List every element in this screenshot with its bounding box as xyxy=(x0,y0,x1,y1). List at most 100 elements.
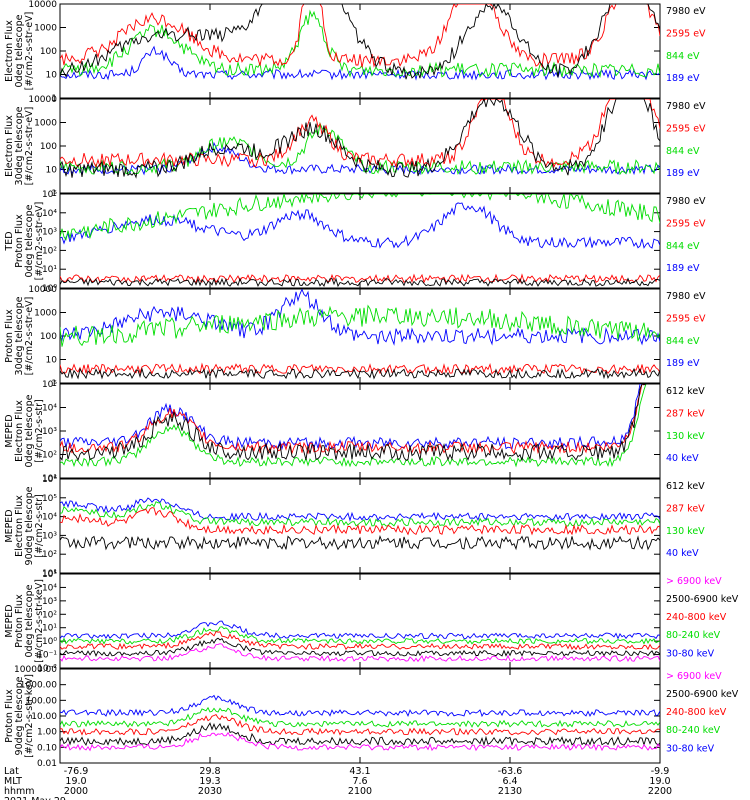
legend-entry: 287 keV xyxy=(666,503,705,514)
x-tick-label: 2030 xyxy=(198,786,222,797)
y-tick-label: 10 xyxy=(46,71,58,81)
y-axis-label: 0deg telescope xyxy=(24,204,35,277)
x-tick-label: 6.4 xyxy=(502,776,517,787)
y-tick-label: 10⁵ xyxy=(42,494,57,504)
y-tick-label: 10000 xyxy=(28,95,57,105)
panel-3: 10⁵ 10⁴ 10³ 10² 10¹ 10⁰ TED Proton Flux 0deg tel… xyxy=(4,190,706,294)
series-trace xyxy=(60,631,660,651)
legend-entry: 189 eV xyxy=(666,358,700,369)
y-axis-label: [#/cm2-s-str] xyxy=(34,494,45,557)
panel-6: 10⁶ 10⁵ 10⁴ 10³ 10² 10¹ MEPED Electron Flux 90de… xyxy=(4,475,705,579)
x-tick-label: 2100 xyxy=(348,786,372,797)
y-tick-label: 10⁵ xyxy=(42,380,57,390)
y-tick-label: 100 xyxy=(40,332,57,342)
y-tick-label: 10 xyxy=(46,356,58,366)
series-trace xyxy=(60,4,660,80)
y-tick-label: 10¹ xyxy=(42,569,57,579)
y-tick-label: 10¹ xyxy=(42,265,57,275)
series-trace xyxy=(60,4,660,69)
legend-entry: 2595 eV xyxy=(666,123,706,134)
legend-entry: 7980 eV xyxy=(666,291,706,302)
x-tick-label: 7.6 xyxy=(352,776,367,787)
y-axis-label: Proton Flux xyxy=(14,214,25,268)
y-tick-label: 100 xyxy=(40,142,57,152)
y-tick-label: 10⁻² xyxy=(37,664,57,674)
panel-4: 10000 1000 100 10 1 Proton Flux 30deg telescop… xyxy=(4,285,706,389)
y-axis-label: Proton Flux xyxy=(4,309,15,363)
y-axis-label: [#/cm2-s-str] xyxy=(34,399,45,462)
y-axis-label: Electron Flux xyxy=(14,400,25,462)
x-tick-label: -63.6 xyxy=(498,766,523,777)
y-tick-label: 0.01 xyxy=(37,759,57,769)
legend-entry: > 6900 keV xyxy=(666,671,722,682)
y-axis-label: 0deg telescope xyxy=(24,394,35,467)
x-tick-label: 19.3 xyxy=(199,776,220,787)
panel-5: 10⁵ 10⁴ 10³ 10² 10¹ MEPED Electron Flux 0deg te… xyxy=(4,380,705,484)
y-tick-label: 1 xyxy=(51,379,57,389)
y-tick-label: 10³ xyxy=(42,228,57,238)
y-tick-label: 10² xyxy=(42,610,57,620)
y-tick-label: 1.00 xyxy=(37,728,57,738)
x-tick-label: 19.0 xyxy=(65,776,86,787)
x-row-label: hhmm xyxy=(4,786,35,797)
y-tick-label: 1 xyxy=(51,94,57,104)
y-tick-label: 1000 xyxy=(34,24,57,34)
y-tick-label: 10.00 xyxy=(31,712,57,722)
legend-entry: 844 eV xyxy=(666,51,700,62)
series-trace xyxy=(60,694,660,718)
panel-frame xyxy=(59,193,661,289)
y-axis-label: Electron Flux xyxy=(4,20,15,82)
series-trace xyxy=(60,620,660,640)
panel-frame xyxy=(59,98,661,194)
series-trace xyxy=(60,722,660,747)
y-tick-label: 10³ xyxy=(42,597,57,607)
series-trace xyxy=(60,643,660,663)
series-trace xyxy=(60,384,660,455)
y-tick-label: 10² xyxy=(42,550,57,560)
legend-entry: 7980 eV xyxy=(666,196,706,207)
y-axis-label: [#/cm2-s-str-eV] xyxy=(24,297,35,376)
series-trace xyxy=(60,367,660,380)
series-trace xyxy=(60,501,660,528)
y-tick-label: 1000 xyxy=(34,119,57,129)
series-trace xyxy=(60,731,660,752)
y-axis-label: 30deg telescope xyxy=(14,106,25,185)
y-axis-label: Electron Flux xyxy=(14,495,25,557)
x-tick-label: 43.1 xyxy=(349,766,370,777)
y-axis-label: Electron Flux xyxy=(4,115,15,177)
y-tick-label: 100.00 xyxy=(26,696,58,706)
legend-entry: 287 keV xyxy=(666,408,705,419)
series-trace xyxy=(60,289,660,346)
y-tick-label: 1000 xyxy=(34,309,57,319)
legend-entry: 30-80 keV xyxy=(666,743,715,754)
y-tick-label: 10⁴ xyxy=(42,404,57,414)
legend-entry: 2500-6900 keV xyxy=(666,594,739,605)
y-tick-label: 0.10 xyxy=(37,743,57,753)
series-trace xyxy=(60,9,660,78)
panel-frame xyxy=(59,383,661,479)
legend-entry: 189 eV xyxy=(666,263,700,274)
x-tick-label: -76.9 xyxy=(64,766,89,777)
y-tick-label: 10¹ xyxy=(42,474,57,484)
y-tick-label: 10⁵ xyxy=(42,190,57,200)
legend-entry: 7980 eV xyxy=(666,6,706,17)
legend-entry: 844 eV xyxy=(666,336,700,347)
legend-entry: 2595 eV xyxy=(666,28,706,39)
y-axis-label: [#/cm2-s-str-eV] xyxy=(34,202,45,281)
y-tick-label: 10⁴ xyxy=(42,513,57,523)
y-axis-label: 0deg telescope xyxy=(14,14,25,87)
y-tick-label: 10³ xyxy=(42,531,57,541)
x-axis: LatMLThhmm-76.919.0200029.819.3203043.17… xyxy=(4,766,672,800)
y-axis-label: 90deg telescope xyxy=(24,486,35,565)
y-tick-label: 10 xyxy=(46,166,58,176)
y-axis-label: Proton Flux xyxy=(4,689,15,743)
series-trace xyxy=(60,277,660,288)
y-tick-label: 10⁵ xyxy=(42,570,57,580)
x-tick-label: 2200 xyxy=(648,786,672,797)
series-trace xyxy=(60,706,660,728)
legend-entry: 612 keV xyxy=(666,481,705,492)
series-trace xyxy=(60,507,660,536)
y-axis-label: MEPED xyxy=(4,509,15,542)
